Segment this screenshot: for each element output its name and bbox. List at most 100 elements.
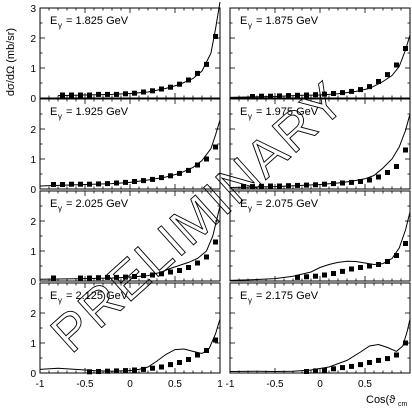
data-point (349, 363, 354, 369)
data-point (250, 184, 255, 190)
data-point (87, 181, 92, 187)
panel-label-subscript: γ (58, 204, 62, 213)
y-axis-label: dσ/dΩ (mb/sr) (5, 28, 17, 96)
data-point (204, 156, 209, 162)
data-point (340, 90, 345, 96)
theory-curve (39, 205, 221, 280)
data-point (367, 360, 372, 365)
data-point (322, 272, 327, 278)
data-point (168, 173, 173, 179)
data-point (123, 368, 128, 374)
y-tick-label: 0 (30, 277, 36, 288)
data-points (51, 34, 408, 375)
x-tick-label: -1 (226, 379, 235, 390)
data-point (168, 269, 173, 275)
panel-label-subscript: γ (248, 112, 252, 121)
y-tick-label: 2 (30, 309, 36, 320)
data-point (114, 180, 119, 186)
panel-label-subscript: γ (248, 296, 252, 305)
data-point (177, 81, 182, 87)
data-point (51, 182, 56, 187)
panel-label-value: = 1.975 GeV (256, 106, 319, 118)
panel-label: E (50, 290, 57, 302)
panel-label-subscript: γ (248, 21, 252, 30)
y-tick-label: 2 (30, 125, 36, 136)
data-point (186, 265, 191, 270)
data-point (69, 92, 74, 98)
data-point (132, 179, 137, 184)
data-point (304, 274, 309, 280)
data-point (358, 87, 363, 93)
panel-label: E (50, 106, 57, 118)
y-tick-label: 2 (30, 34, 36, 45)
data-point (322, 91, 327, 97)
data-point (385, 170, 390, 175)
x-tick-label: -0.5 (76, 379, 94, 390)
data-point (132, 90, 137, 96)
theory-curve (229, 211, 411, 281)
data-point (241, 184, 246, 190)
data-point (213, 144, 218, 150)
data-point (195, 70, 200, 76)
data-point (96, 275, 101, 281)
x-tick-label: 0.5 (358, 379, 372, 390)
data-point (213, 239, 218, 245)
panel-label: E (240, 106, 247, 118)
data-point (376, 174, 381, 180)
data-point (114, 368, 119, 374)
data-point (96, 369, 101, 374)
y-tick-label: 0 (30, 369, 36, 380)
panel-label-subscript: γ (58, 296, 62, 305)
data-point (195, 352, 200, 358)
data-point (394, 62, 399, 68)
panel-label-value: = 2.025 GeV (66, 198, 129, 210)
x-axis-label-group: Cos(ϑ cm (366, 394, 408, 408)
data-point (259, 183, 264, 189)
data-point (150, 272, 155, 278)
panel-label-subscript: γ (58, 21, 62, 30)
data-point (87, 275, 92, 281)
data-point (268, 183, 273, 189)
data-point (304, 182, 309, 188)
data-point (331, 91, 336, 96)
y-tick-label: 1 (30, 247, 36, 258)
data-point (105, 181, 110, 187)
data-point (385, 356, 390, 362)
panel-label-subscript: γ (58, 112, 62, 121)
panel-label: E (50, 15, 57, 27)
x-tick-label: -0.5 (266, 379, 284, 390)
data-point (123, 91, 128, 97)
data-point (349, 179, 354, 185)
data-point (304, 92, 309, 98)
data-point (358, 362, 363, 368)
data-point (78, 181, 83, 187)
data-point (376, 79, 381, 84)
panel-label: E (240, 15, 247, 27)
panel-label: E (240, 290, 247, 302)
data-point (132, 367, 137, 373)
theory-curve (229, 318, 411, 373)
data-point (394, 253, 399, 258)
data-point (114, 91, 119, 97)
x-tick-label: 0 (127, 379, 133, 390)
data-point (51, 275, 56, 281)
data-point (322, 181, 327, 187)
data-point (367, 177, 372, 183)
data-point (69, 181, 74, 187)
data-point (213, 337, 218, 343)
y-tick-label: 1 (30, 64, 36, 75)
data-point (349, 88, 354, 94)
data-point (268, 93, 273, 99)
x-tick-label: -1 (36, 379, 45, 390)
x-axis-label-subscript: cm (398, 401, 408, 408)
data-point (358, 265, 363, 270)
y-tick-label: 3 (30, 4, 36, 15)
panel-label: E (50, 198, 57, 210)
panel-label-value: = 1.925 GeV (66, 106, 129, 118)
panel-label-value: = 1.875 GeV (256, 15, 319, 27)
y-tick-label: 2 (30, 217, 36, 228)
data-point (195, 260, 200, 266)
data-point (141, 178, 146, 184)
